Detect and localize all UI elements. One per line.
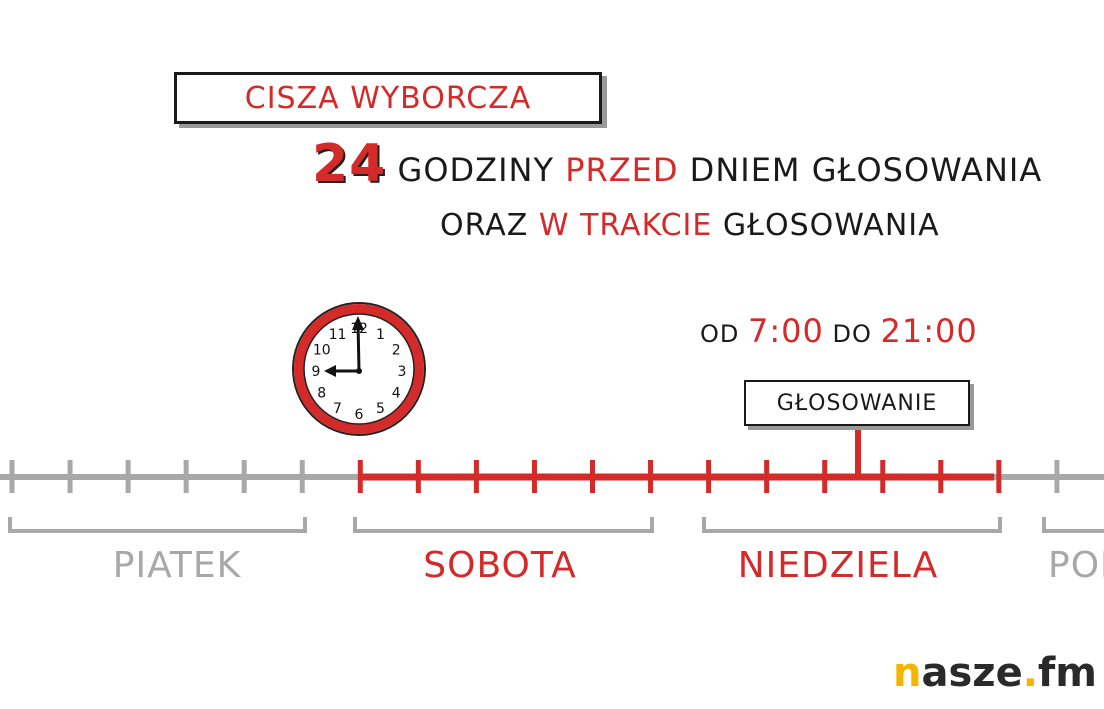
hours-from: 7:00 bbox=[748, 312, 824, 350]
day-label-sunday: NIEDZIELA bbox=[737, 545, 939, 586]
hours-to: 21:00 bbox=[880, 312, 978, 350]
title-banner: CISZA WYBORCZA bbox=[174, 72, 602, 124]
subline-part2: W bbox=[538, 208, 570, 243]
clock-number: 8 bbox=[317, 386, 326, 402]
hours-to-label: DO bbox=[832, 320, 872, 348]
headline-part1: GODZINY bbox=[397, 151, 555, 189]
clock-number: 7 bbox=[333, 401, 342, 417]
nasze-fm-logo: nasze.fm bbox=[893, 650, 1097, 696]
clock-number: 1 bbox=[376, 327, 385, 343]
clock-number: 11 bbox=[329, 327, 347, 343]
day-bracket bbox=[353, 517, 654, 533]
clock-number: 6 bbox=[355, 407, 364, 423]
clock-number: 10 bbox=[313, 343, 331, 359]
voting-hours: OD 7:00 DO 21:00 bbox=[700, 312, 978, 350]
clock-number: 2 bbox=[392, 343, 401, 359]
headline-number: 24 bbox=[312, 134, 387, 194]
day-label-monday: PON bbox=[1048, 545, 1104, 586]
title-text: CISZA WYBORCZA bbox=[244, 80, 532, 116]
day-label-saturday: SOBOTA bbox=[423, 545, 577, 586]
headline: 24 GODZINY PRZED DNIEM GŁOSOWANIA bbox=[312, 134, 1092, 194]
day-bracket bbox=[1042, 517, 1104, 533]
clock-icon: 121234567891011 bbox=[292, 302, 426, 436]
vote-sign: GŁOSOWANIE bbox=[744, 380, 970, 426]
day-bracket bbox=[702, 517, 1002, 533]
clock-number: 4 bbox=[392, 386, 401, 402]
headline-part3: DNIEM GŁOSOWANIA bbox=[689, 151, 1043, 189]
headline-part2: PRZED bbox=[565, 151, 679, 189]
subline: ORAZ W TRAKCIE GŁOSOWANIA bbox=[440, 208, 940, 243]
clock-number: 9 bbox=[312, 364, 321, 380]
vote-sign-text: GŁOSOWANIE bbox=[776, 390, 938, 416]
day-label-friday: PIATEK bbox=[112, 545, 242, 586]
day-bracket bbox=[8, 517, 307, 533]
subline-part1: ORAZ bbox=[440, 208, 529, 243]
subline-part4: GŁOSOWANIA bbox=[722, 208, 940, 243]
clock-number: 3 bbox=[398, 364, 407, 380]
hours-from-label: OD bbox=[700, 320, 740, 348]
subline-part3: TRAKCIE bbox=[580, 208, 713, 243]
clock-number: 5 bbox=[376, 401, 385, 417]
